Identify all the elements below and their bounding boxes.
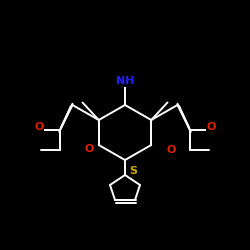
Text: O: O (34, 122, 43, 132)
Text: NH: NH (116, 76, 134, 86)
Text: S: S (130, 166, 138, 176)
Text: O: O (84, 144, 94, 154)
Text: O: O (166, 145, 176, 155)
Text: O: O (206, 122, 216, 132)
